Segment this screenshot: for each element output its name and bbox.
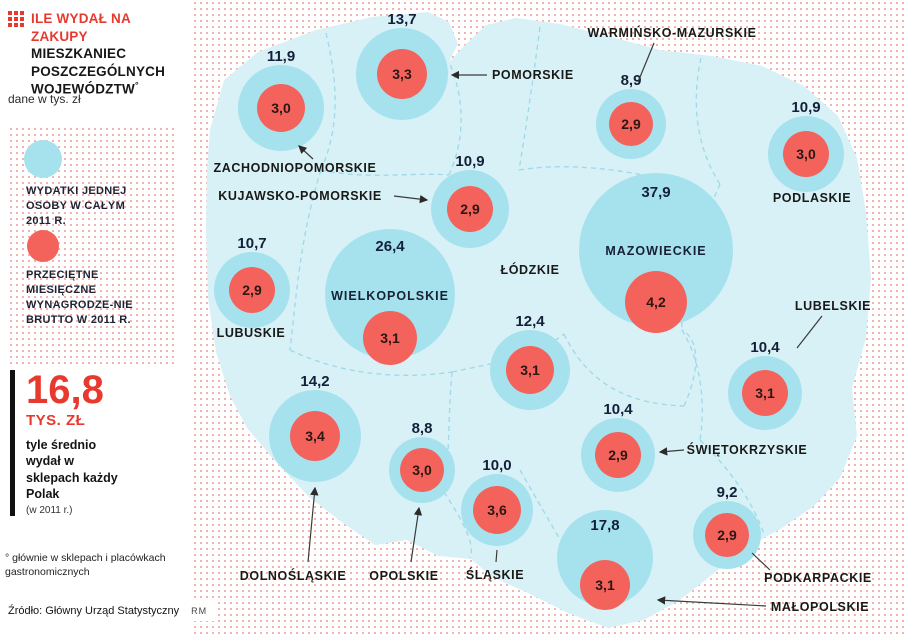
region-bubble-dzkie: 12,4 3,1	[490, 313, 570, 410]
wage-value: 2,9	[460, 201, 480, 217]
region-bubble-wielkopolskie: 26,4 WIELKOPOLSKIE 3,1	[325, 229, 455, 366]
wage-circle: 3,1	[742, 370, 788, 416]
sidebar: ILE WYDAŁ NA ZAKUPY MIESZKANIEC POSZCZEG…	[0, 0, 216, 638]
spending-value: 10,9	[455, 153, 485, 170]
wage-circle: 3,0	[257, 84, 305, 132]
region-name: MAZOWIECKIE	[605, 243, 707, 258]
footnote: ° głównie w sklepach i placówkach gastro…	[5, 552, 166, 578]
spending-value: 37,9	[641, 183, 671, 201]
title-line: POSZCZEGÓLNYCH	[31, 63, 166, 79]
wage-circle: 3,1	[363, 311, 417, 366]
source: Źródło: Główny Urząd Statystyczny	[8, 605, 180, 617]
spending-value: 10,4	[603, 401, 633, 418]
credit: RM	[191, 606, 208, 616]
wage-value: 3,4	[305, 428, 325, 444]
wage-value: 3,0	[796, 146, 816, 162]
wage-circle: 3,0	[783, 131, 829, 177]
national-average-block: 16,8 TYS. ZŁ tyle średnio wydał w sklepa…	[10, 370, 186, 516]
wage-value: 3,0	[271, 100, 291, 116]
region-bubble-podlaskie: 10,9 3,0	[768, 99, 844, 192]
wage-value: 2,9	[242, 282, 262, 298]
wage-circle: 3,1	[506, 346, 554, 394]
title-word: WOJEWÓDZTW	[31, 81, 135, 97]
title-line: WOJEWÓDZTW°	[31, 80, 190, 98]
data-unit-note: dane w tys. zł	[8, 92, 81, 106]
spending-value: 10,9	[791, 99, 821, 116]
spending-value: 11,9	[266, 48, 296, 65]
legend: WYDATKI JEDNEJ OSOBY W CAŁYM 2011 R. PRZ…	[8, 126, 178, 364]
wage-value: 3,0	[412, 462, 432, 478]
legend-spending-swatch	[24, 140, 62, 178]
spending-value: 8,9	[620, 72, 642, 89]
wage-value: 3,1	[380, 330, 400, 347]
region-bubble-warmi-sko-mazurskie: 8,9 2,9	[596, 72, 666, 159]
wage-value: 2,9	[717, 527, 737, 543]
spending-value: 8,8	[411, 420, 433, 437]
wage-value: 3,6	[487, 502, 507, 518]
spending-value: 9,2	[716, 484, 738, 501]
wage-circle: 3,4	[290, 411, 340, 461]
wage-circle: 3,1	[580, 559, 630, 610]
national-average-note: (w 2011 r.)	[26, 505, 73, 516]
region-bubble-wi-tokrzyskie: 10,4 2,9	[581, 401, 655, 492]
spending-value: 10,4	[750, 339, 780, 356]
wage-circle: 2,9	[229, 267, 275, 313]
spending-value: 17,8	[590, 516, 620, 534]
legend-wage-label: PRZECIĘTNE MIESIĘCZNE WYNAGRODZE-NIE BRU…	[26, 269, 133, 326]
wage-circle: 3,6	[473, 486, 521, 534]
title-line: MIESZKANIEC	[31, 46, 127, 62]
wage-value: 4,2	[646, 294, 666, 311]
spending-value: 13,7	[387, 11, 417, 28]
wage-circle: 3,3	[377, 49, 427, 99]
spending-value: 14,2	[300, 373, 330, 390]
spending-value: 26,4	[375, 238, 405, 256]
wage-circle: 2,9	[609, 102, 653, 146]
national-average-value: 16,8	[26, 368, 104, 412]
page-title: ILE WYDAŁ NA ZAKUPY MIESZKANIEC POSZCZEG…	[8, 10, 190, 98]
region-bubble-zachodniopomorskie: 11,9 3,0	[238, 48, 324, 151]
spending-value: 10,7	[237, 235, 267, 252]
region-bubble-ma-opolskie: 17,8 3,1	[557, 510, 653, 610]
region-bubble-kujawsko-pomorskie: 10,9 2,9	[431, 153, 509, 248]
grid-icon	[8, 11, 24, 27]
wage-value: 2,9	[608, 447, 628, 463]
source-row: Źródło: Główny Urząd Statystyczny RM	[8, 599, 216, 621]
spending-value: 10,0	[482, 457, 512, 474]
region-bubble-podkarpackie: 9,2 2,9	[693, 484, 761, 569]
wage-value: 3,3	[392, 66, 412, 82]
wage-value: 3,1	[520, 362, 540, 378]
spending-value: 12,4	[515, 313, 545, 330]
title-accent: ILE WYDAŁ NA ZAKUPY	[31, 11, 131, 44]
wage-value: 3,1	[755, 385, 775, 401]
legend-spending-label: WYDATKI JEDNEJ OSOBY W CAŁYM 2011 R.	[26, 185, 127, 227]
region-bubble-pomorskie: 13,7 3,3	[356, 11, 448, 120]
region-bubble-mazowieckie: 37,9 MAZOWIECKIE 4,2	[579, 173, 733, 334]
region-name: WIELKOPOLSKIE	[331, 288, 449, 303]
region-bubble-lubelskie: 10,4 3,1	[728, 339, 802, 430]
wage-circle: 2,9	[705, 513, 749, 557]
national-average-caption: tyle średnio wydał w sklepach każdy Pola…	[26, 438, 118, 501]
region-bubble-lubuskie: 10,7 2,9	[214, 235, 290, 328]
national-average-unit: TYS. ZŁ	[26, 412, 86, 429]
legend-wage-swatch	[27, 230, 59, 262]
wage-value: 3,1	[595, 576, 615, 593]
wage-circle: 2,9	[595, 432, 641, 478]
region-bubble-dolno-l-skie: 14,2 3,4	[269, 373, 361, 482]
wage-value: 2,9	[621, 116, 641, 132]
region-bubble-l-skie: 10,0 3,6	[461, 457, 533, 546]
wage-circle: 4,2	[625, 271, 687, 334]
wage-circle: 2,9	[447, 186, 493, 232]
footnote-mark: °	[134, 80, 139, 91]
